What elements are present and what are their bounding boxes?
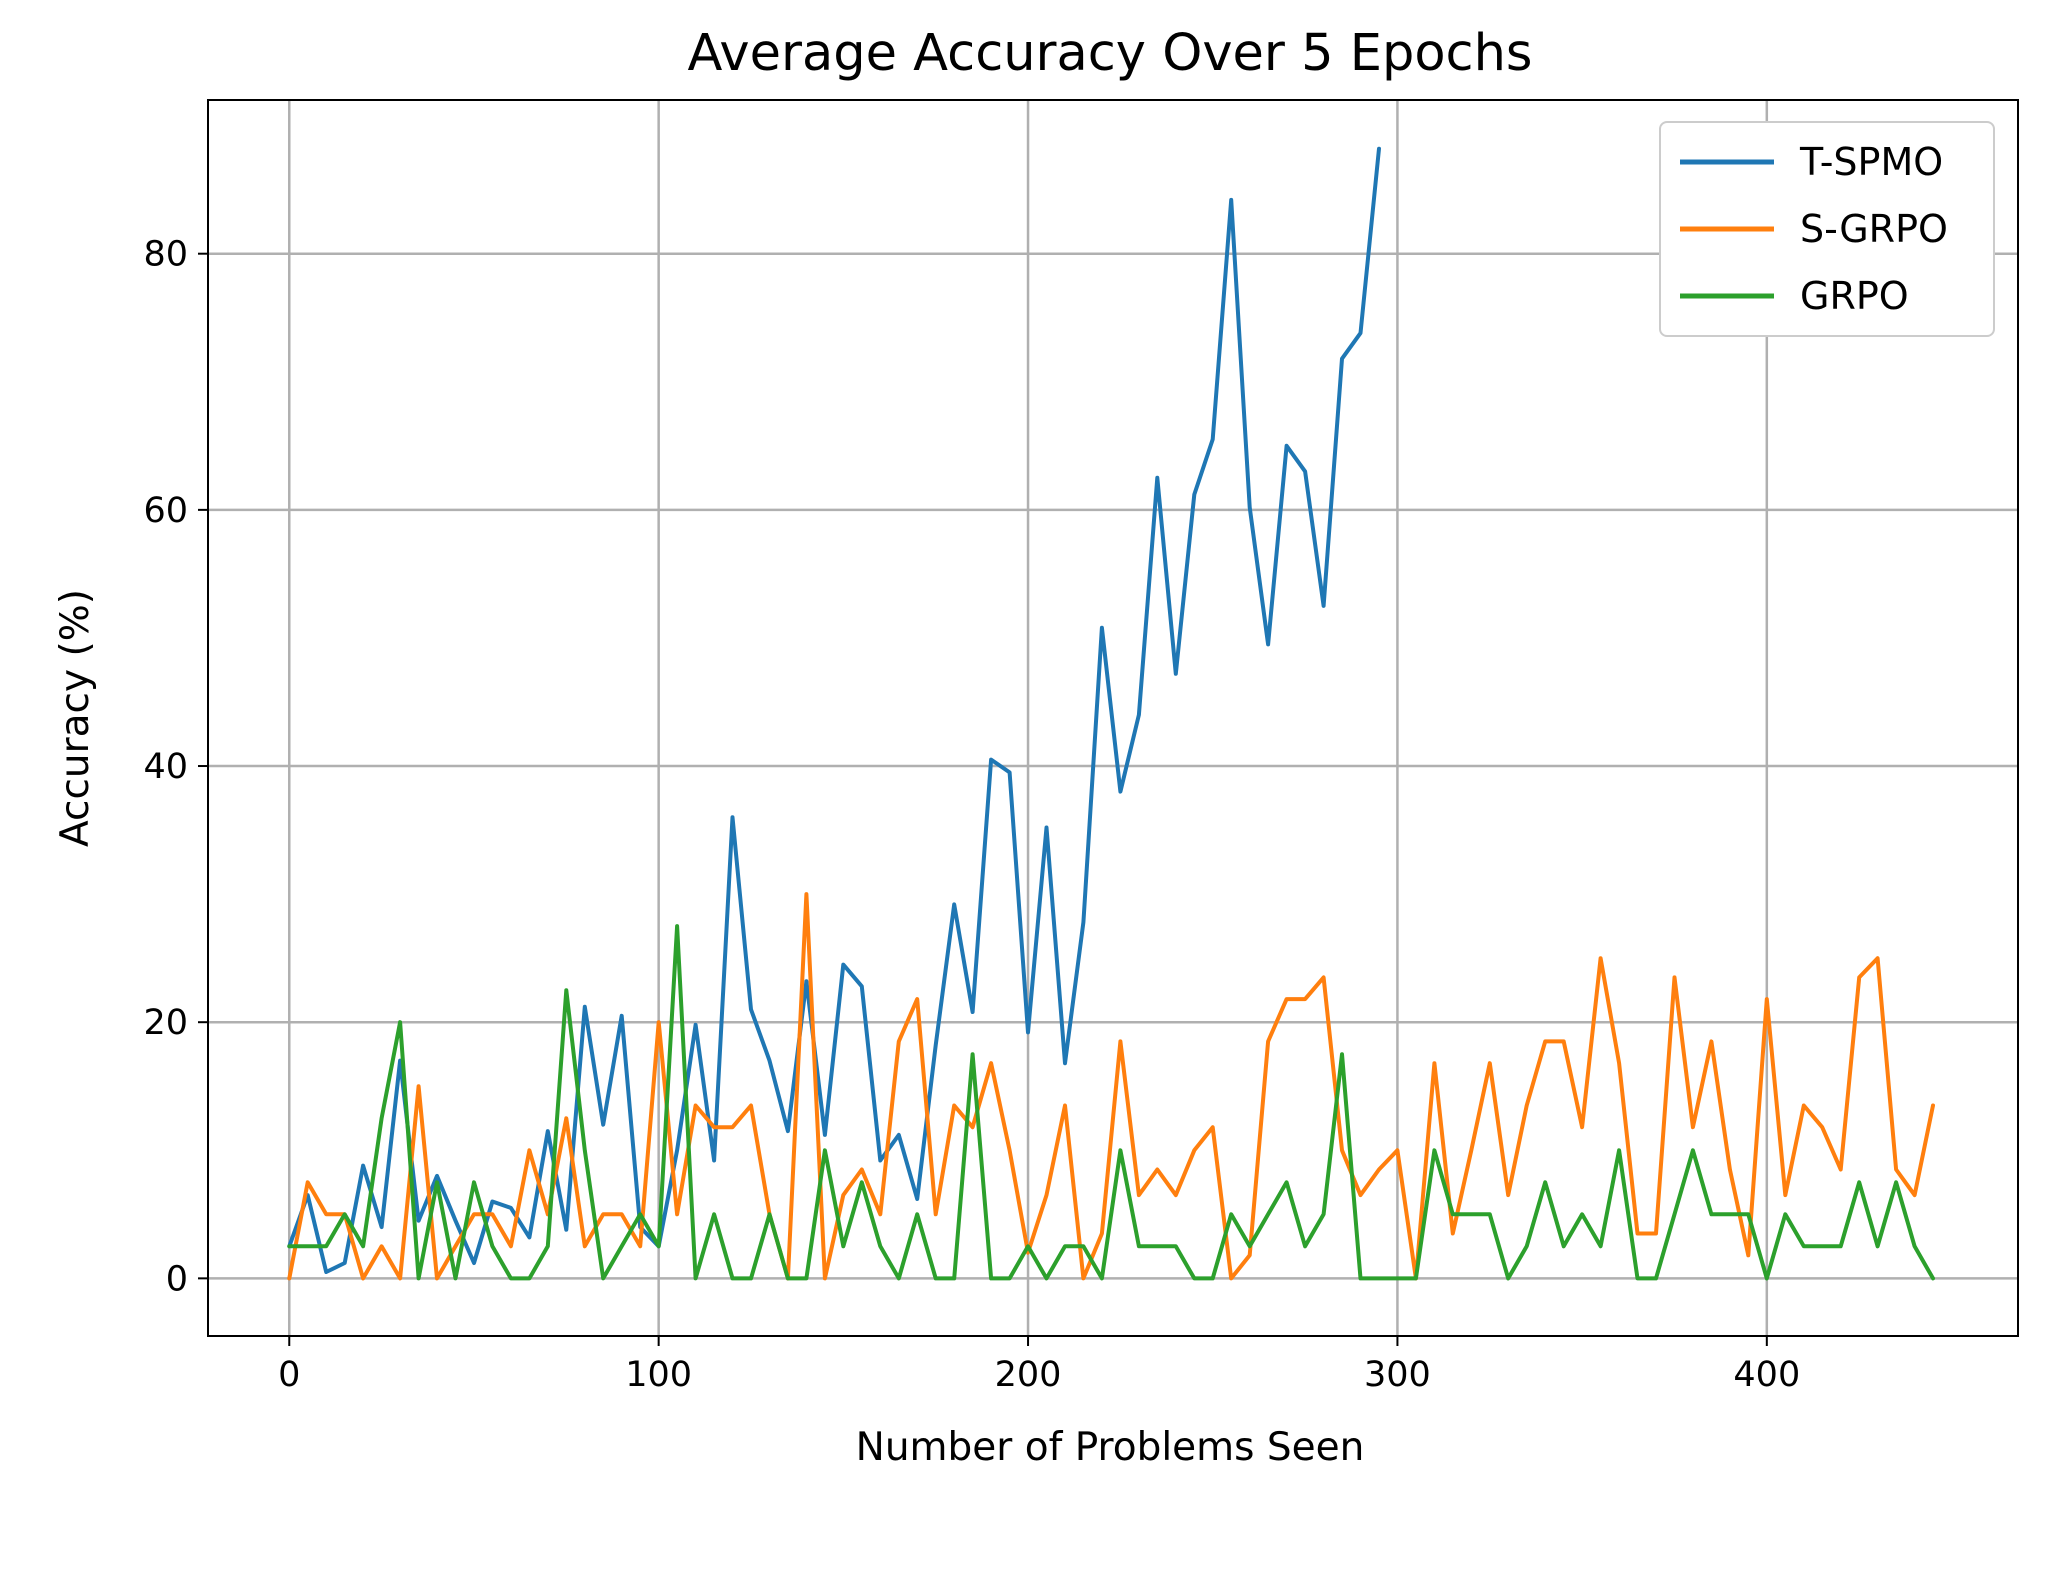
x-tick-label-3: 300 [1364,1355,1431,1395]
series-line-grpo [287,924,1935,1281]
legend-label-s-grpo: S-GRPO [1800,207,1948,251]
x-tick-label-4: 400 [1733,1355,1800,1395]
y-tick-label-3: 60 [143,491,188,531]
series-line-t-spmo [287,146,1381,1274]
legend-label-grpo: GRPO [1800,274,1909,318]
x-tick-label-1: 100 [625,1355,692,1395]
legend-label-t-spmo: T-SPMO [1799,140,1943,184]
y-tick-label-4: 80 [143,235,188,275]
axis-ticks: 0 100 200 300 400 0 20 40 60 80 [143,235,1800,1395]
x-tick-label-0: 0 [278,1355,300,1395]
plot-frame [207,99,2019,1337]
x-axis-label: Number of Problems Seen [856,1425,1365,1470]
y-tick-label-1: 20 [143,1003,188,1043]
series-lines [287,146,1935,1281]
series-line-s-grpo [287,892,1935,1281]
chart-title: Average Accuracy Over 5 Epochs [688,24,1533,83]
y-axis-label: Accuracy (%) [53,589,98,847]
legend: T-SPMO S-GRPO GRPO [1659,121,1995,337]
y-tick-label-2: 40 [143,747,188,787]
legend-box [1659,121,1995,337]
y-tick-label-0: 0 [166,1259,188,1299]
x-tick-label-2: 200 [995,1355,1062,1395]
legend-items: T-SPMO S-GRPO GRPO [1680,140,1948,318]
